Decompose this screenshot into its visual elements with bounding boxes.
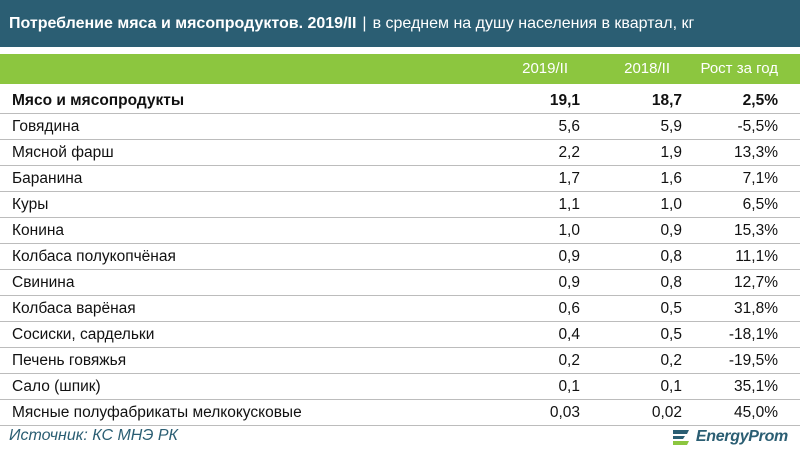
- value-2019: 1,1: [432, 191, 580, 218]
- table-title: Потребление мяса и мясопродуктов. 2019/I…: [9, 15, 357, 32]
- value-growth: -18,1%: [682, 321, 800, 348]
- value-2018: 1,0: [580, 191, 682, 218]
- value-2018: 18,7: [580, 88, 682, 114]
- value-2018: 1,6: [580, 165, 682, 192]
- table-row: Печень говяжья 0,2 0,2 -19,5%: [0, 347, 800, 374]
- table-title-bar: Потребление мяса и мясопродуктов. 2019/I…: [0, 0, 800, 47]
- value-2019: 0,9: [432, 243, 580, 270]
- table-row: Мясные полуфабрикаты мелкокусковые 0,03 …: [0, 399, 800, 426]
- row-label: Говядина: [0, 113, 432, 140]
- value-2018: 0,9: [580, 217, 682, 244]
- row-label: Мясные полуфабрикаты мелкокусковые: [0, 399, 432, 426]
- value-growth: 6,5%: [682, 191, 800, 218]
- row-label: Конина: [0, 217, 432, 244]
- table-row: Сало (шпик) 0,1 0,1 35,1%: [0, 373, 800, 400]
- table-row: Свинина 0,9 0,8 12,7%: [0, 269, 800, 296]
- value-2019: 0,2: [432, 347, 580, 374]
- row-label: Колбаса варёная: [0, 295, 432, 322]
- value-2018: 0,1: [580, 373, 682, 400]
- column-header-row: 2019/II 2018/II Рост за год: [0, 54, 800, 84]
- value-2018: 1,9: [580, 139, 682, 166]
- value-2019: 0,4: [432, 321, 580, 348]
- column-header-2018: 2018/II: [624, 60, 670, 77]
- value-growth: 31,8%: [682, 295, 800, 322]
- value-2018: 0,02: [580, 399, 682, 426]
- value-growth: 45,0%: [682, 399, 800, 426]
- value-growth: 11,1%: [682, 243, 800, 270]
- value-2019: 2,2: [432, 139, 580, 166]
- table-row: Куры 1,1 1,0 6,5%: [0, 191, 800, 218]
- value-2018: 0,5: [580, 321, 682, 348]
- value-growth: -19,5%: [682, 347, 800, 374]
- brand-name: EnergyProm: [695, 428, 788, 445]
- value-growth: 12,7%: [682, 269, 800, 296]
- value-2019: 0,03: [432, 399, 580, 426]
- value-growth: 13,3%: [682, 139, 800, 166]
- value-2018: 5,9: [580, 113, 682, 140]
- value-2018: 0,8: [580, 269, 682, 296]
- table-row: Колбаса полукопчёная 0,9 0,8 11,1%: [0, 243, 800, 270]
- table-row: Баранина 1,7 1,6 7,1%: [0, 165, 800, 192]
- value-2019: 0,9: [432, 269, 580, 296]
- value-growth: 15,3%: [682, 217, 800, 244]
- row-label: Сало (шпик): [0, 373, 432, 400]
- value-2018: 0,5: [580, 295, 682, 322]
- table-row: Конина 1,0 0,9 15,3%: [0, 217, 800, 244]
- data-table: Мясо и мясопродукты 19,1 18,7 2,5% Говяд…: [0, 88, 800, 426]
- value-2019: 0,6: [432, 295, 580, 322]
- value-2019: 5,6: [432, 113, 580, 140]
- table-footer: Источник: КС МНЭ РК EnergyProm: [0, 420, 800, 458]
- value-2019: 0,1: [432, 373, 580, 400]
- value-growth: 35,1%: [682, 373, 800, 400]
- value-2019: 1,0: [432, 217, 580, 244]
- value-growth: -5,5%: [682, 113, 800, 140]
- row-label: Печень говяжья: [0, 347, 432, 374]
- value-2019: 1,7: [432, 165, 580, 192]
- title-separator: |: [362, 15, 367, 32]
- energyprom-logo: EnergyProm: [670, 424, 788, 450]
- row-label: Мясо и мясопродукты: [0, 88, 432, 114]
- table-row: Сосиски, сардельки 0,4 0,5 -18,1%: [0, 321, 800, 348]
- row-label: Колбаса полукопчёная: [0, 243, 432, 270]
- row-label: Мясной фарш: [0, 139, 432, 166]
- table-row: Колбаса варёная 0,6 0,5 31,8%: [0, 295, 800, 322]
- value-2018: 0,2: [580, 347, 682, 374]
- row-label: Куры: [0, 191, 432, 218]
- value-2019: 19,1: [432, 88, 580, 114]
- column-header-growth: Рост за год: [700, 60, 778, 77]
- row-label: Баранина: [0, 165, 432, 192]
- value-growth: 7,1%: [682, 165, 800, 192]
- table-subtitle: в среднем на душу населения в квартал, к…: [372, 15, 695, 32]
- table-row-total: Мясо и мясопродукты 19,1 18,7 2,5%: [0, 88, 800, 114]
- source-note: Источник: КС МНЭ РК: [9, 427, 178, 444]
- table-row: Мясной фарш 2,2 1,9 13,3%: [0, 139, 800, 166]
- column-header-2019: 2019/II: [522, 60, 568, 77]
- row-label: Сосиски, сардельки: [0, 321, 432, 348]
- value-2018: 0,8: [580, 243, 682, 270]
- row-label: Свинина: [0, 269, 432, 296]
- table-row: Говядина 5,6 5,9 -5,5%: [0, 113, 800, 140]
- energyprom-logo-icon: [672, 430, 689, 445]
- value-growth: 2,5%: [682, 88, 800, 114]
